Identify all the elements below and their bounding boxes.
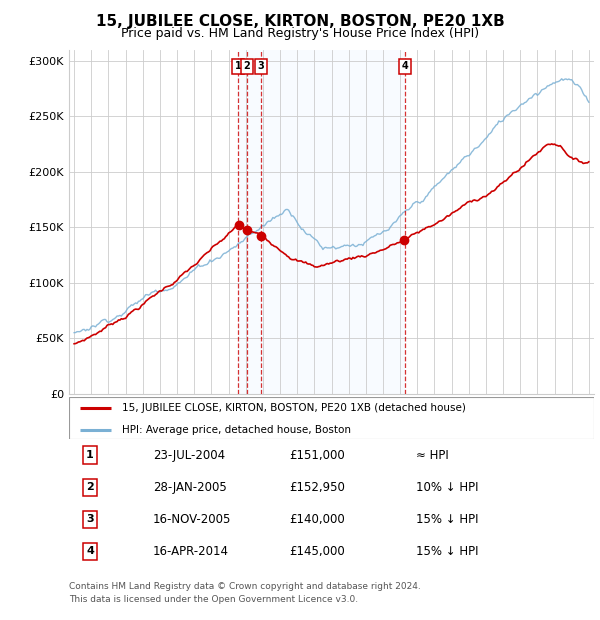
Text: 1: 1: [86, 450, 94, 460]
Text: 3: 3: [86, 514, 94, 524]
Text: 15% ↓ HPI: 15% ↓ HPI: [415, 513, 478, 526]
Text: 2: 2: [244, 61, 250, 71]
Text: This data is licensed under the Open Government Licence v3.0.: This data is licensed under the Open Gov…: [69, 595, 358, 604]
Text: 23-JUL-2004: 23-JUL-2004: [153, 448, 225, 461]
Text: 16-NOV-2005: 16-NOV-2005: [153, 513, 232, 526]
Text: ≈ HPI: ≈ HPI: [415, 448, 448, 461]
Text: £151,000: £151,000: [290, 448, 345, 461]
Text: 4: 4: [86, 546, 94, 556]
Text: 15, JUBILEE CLOSE, KIRTON, BOSTON, PE20 1XB (detached house): 15, JUBILEE CLOSE, KIRTON, BOSTON, PE20 …: [121, 403, 466, 413]
Text: 15, JUBILEE CLOSE, KIRTON, BOSTON, PE20 1XB: 15, JUBILEE CLOSE, KIRTON, BOSTON, PE20 …: [95, 14, 505, 29]
Text: £152,950: £152,950: [290, 480, 346, 494]
FancyBboxPatch shape: [69, 397, 594, 439]
Bar: [238, 50, 405, 394]
Text: Price paid vs. HM Land Registry's House Price Index (HPI): Price paid vs. HM Land Registry's House …: [121, 27, 479, 40]
Text: 2: 2: [86, 482, 94, 492]
Text: 28-JAN-2005: 28-JAN-2005: [153, 480, 227, 494]
Text: 3: 3: [257, 61, 264, 71]
Text: HPI: Average price, detached house, Boston: HPI: Average price, detached house, Bost…: [121, 425, 350, 435]
Text: Contains HM Land Registry data © Crown copyright and database right 2024.: Contains HM Land Registry data © Crown c…: [69, 582, 421, 591]
Text: £145,000: £145,000: [290, 545, 345, 558]
Text: 4: 4: [402, 61, 409, 71]
Text: 15% ↓ HPI: 15% ↓ HPI: [415, 545, 478, 558]
Text: 16-APR-2014: 16-APR-2014: [153, 545, 229, 558]
Text: £140,000: £140,000: [290, 513, 345, 526]
Text: 1: 1: [235, 61, 241, 71]
Text: 10% ↓ HPI: 10% ↓ HPI: [415, 480, 478, 494]
